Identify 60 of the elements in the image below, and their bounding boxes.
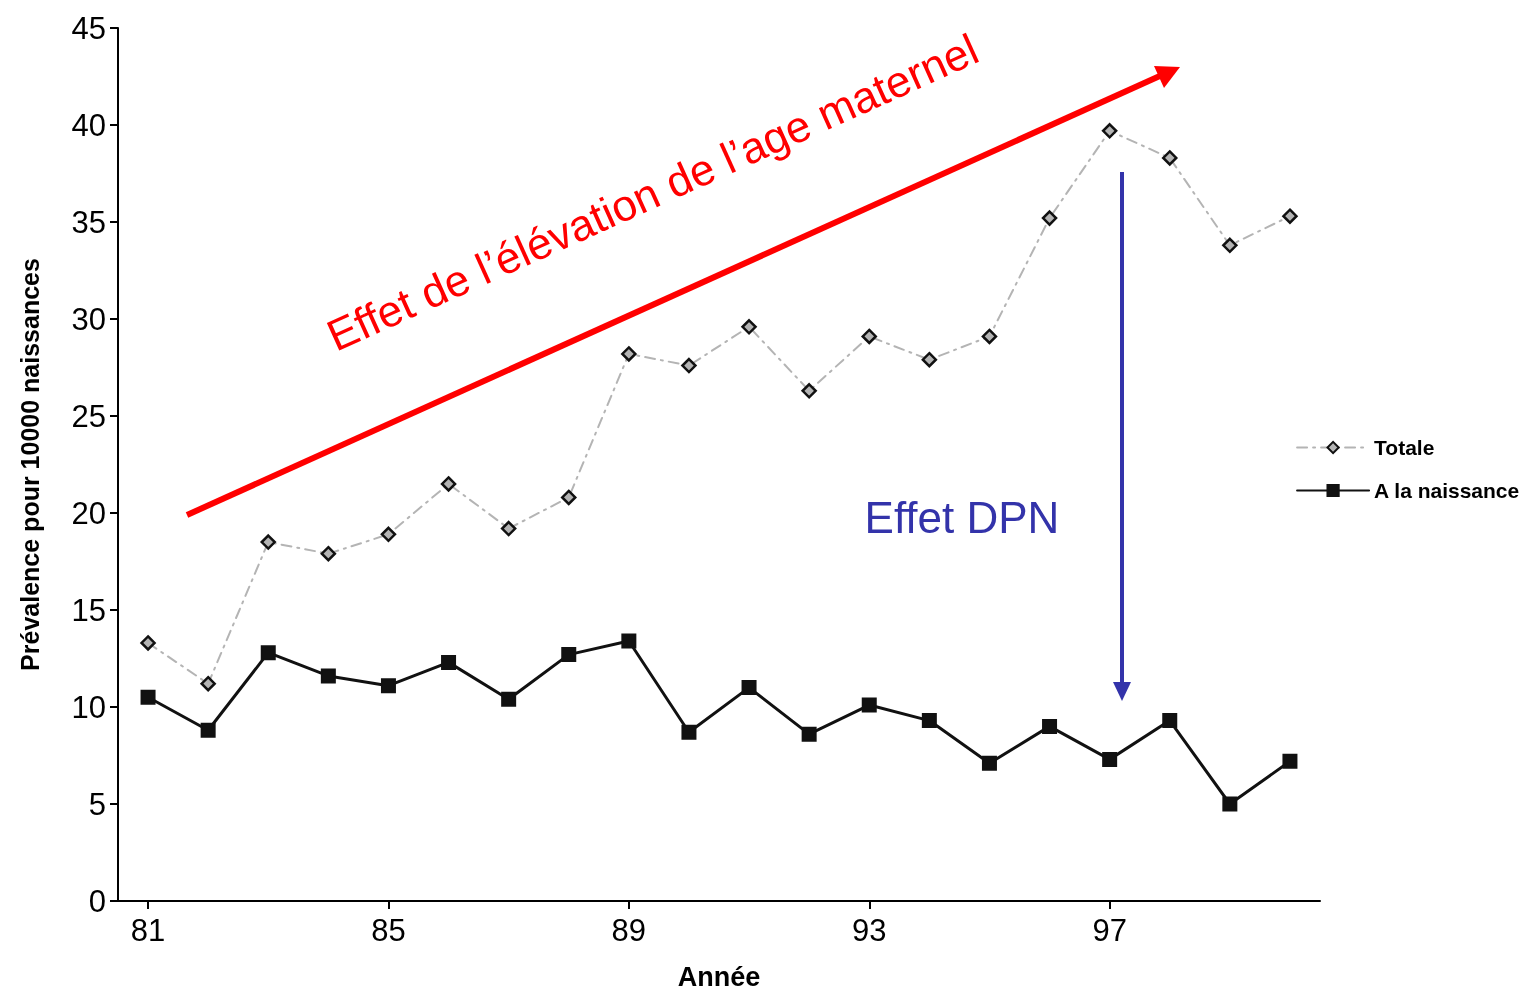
- point: [861, 328, 877, 345]
- y-tick-label: 35: [71, 204, 106, 240]
- point: [861, 697, 877, 713]
- point: [140, 635, 156, 651]
- annotation: Effet DPN: [864, 493, 1060, 542]
- y-tick-label: 25: [71, 398, 106, 434]
- point: [1222, 796, 1238, 812]
- point: [921, 713, 937, 729]
- point: [260, 645, 276, 661]
- point: [801, 726, 817, 742]
- point: [260, 534, 276, 550]
- point: [561, 647, 577, 663]
- point: [1282, 208, 1298, 224]
- point: [1222, 237, 1238, 254]
- legend-label: A la naissance: [1374, 479, 1520, 502]
- point: [621, 633, 637, 649]
- point: [380, 678, 396, 694]
- point: [801, 383, 817, 399]
- x-tick-label: 85: [371, 913, 406, 948]
- point: [981, 328, 998, 345]
- y-tick-label: 5: [88, 786, 106, 822]
- legend-label: Totale: [1374, 436, 1435, 459]
- point: [440, 476, 457, 492]
- point: [1162, 713, 1178, 729]
- point: [1042, 718, 1058, 734]
- x-axis-title: Année: [677, 961, 761, 992]
- point: [140, 689, 156, 705]
- y-tick-label: 0: [88, 883, 106, 919]
- y-tick-label: 45: [71, 10, 106, 46]
- y-tick-label: 15: [71, 592, 106, 628]
- point: [380, 526, 397, 543]
- point: [320, 545, 337, 562]
- point: [501, 691, 517, 707]
- point: [441, 654, 457, 670]
- point: [981, 755, 997, 771]
- point: [1282, 753, 1298, 769]
- x-tick-label: 81: [130, 913, 166, 948]
- point: [500, 520, 517, 537]
- x-tick-label: 89: [611, 913, 647, 948]
- x-tick-label: 97: [1092, 913, 1127, 948]
- point: [1162, 150, 1178, 166]
- point: [681, 724, 697, 740]
- point: [921, 351, 938, 368]
- x-tick-label: 93: [852, 913, 887, 948]
- point: [320, 668, 336, 684]
- point: [200, 722, 216, 738]
- point: [1101, 123, 1118, 139]
- y-tick-label: 30: [71, 301, 106, 337]
- y-tick-label: 20: [71, 495, 106, 531]
- point: [741, 319, 757, 335]
- point: [1102, 751, 1118, 767]
- point: [1041, 210, 1058, 226]
- y-tick-label: 10: [71, 689, 106, 725]
- point: [681, 357, 697, 374]
- point: [741, 680, 757, 696]
- y-axis-title: Prévalence pour 10000 naissances: [15, 258, 44, 671]
- point: [561, 489, 577, 506]
- point: [200, 675, 216, 692]
- point: [621, 346, 637, 362]
- y-tick-label: 40: [71, 107, 106, 143]
